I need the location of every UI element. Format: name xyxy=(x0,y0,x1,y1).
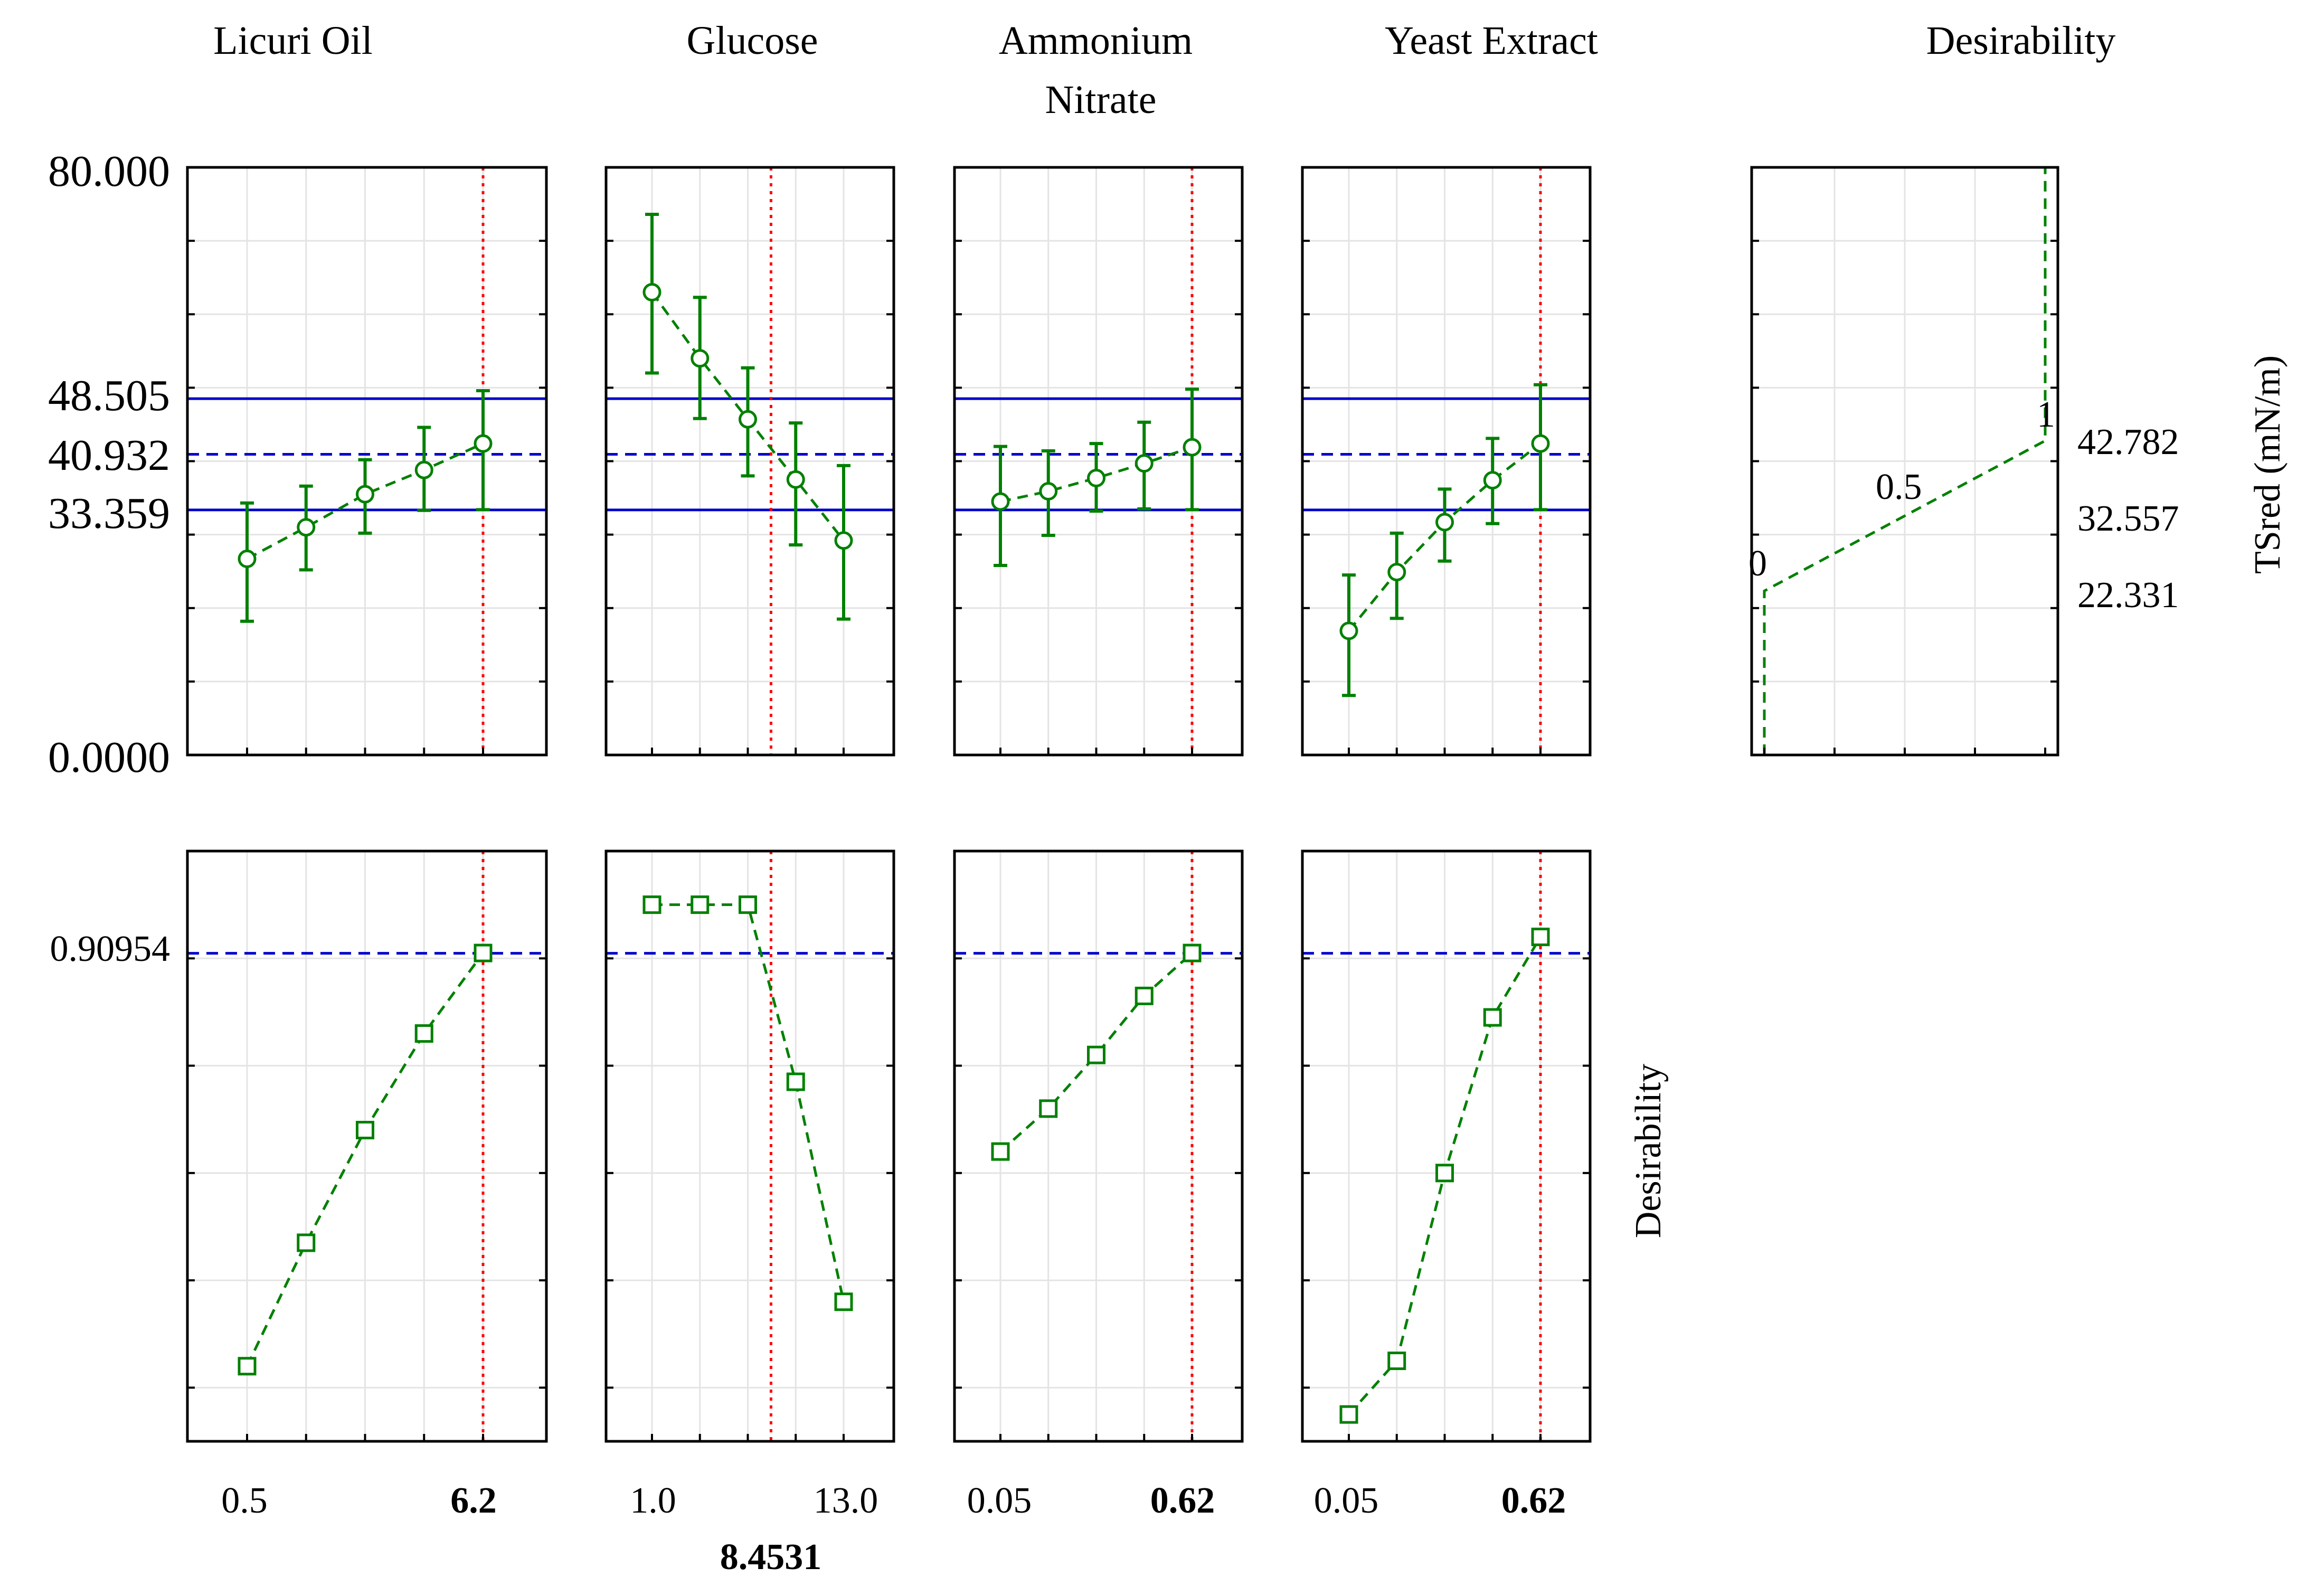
factor-title-nitrate-line: Nitrate xyxy=(1045,78,1156,122)
glucose-tsred-point xyxy=(642,283,661,302)
licuri-oil-tsred-panel xyxy=(186,166,548,757)
yeast-extract-tsred-point xyxy=(1387,563,1406,582)
licuri-oil-tick-min: 0.5 xyxy=(221,1480,268,1521)
licuri-oil-desirability-point xyxy=(297,1233,316,1252)
licuri-oil-tick-max: 6.2 xyxy=(450,1480,497,1521)
licuri-oil-desirability-panel xyxy=(186,849,548,1443)
glucose-tsred-point xyxy=(786,470,805,489)
ammonium-nitrate-desirability-point xyxy=(1135,986,1154,1005)
glucose-desirability-point xyxy=(642,895,661,914)
ammonium-nitrate-desirability-profile-line xyxy=(999,952,1193,1153)
glucose-tsred-point xyxy=(739,410,757,429)
ammonium-nitrate-desirability-point xyxy=(1183,943,1202,962)
factor-title-glucose: Glucose xyxy=(686,18,818,63)
glucose-desirability-point xyxy=(739,895,757,914)
reference-lines-layer xyxy=(187,167,1590,1441)
ammonium-nitrate-tsred-point xyxy=(1183,438,1202,457)
licuri-oil-desirability-point xyxy=(356,1121,374,1140)
desirability-tick-current: 0.90954 xyxy=(50,929,171,969)
licuri-oil-tsred-profile-line xyxy=(246,442,484,560)
tsred-tick-0: 0.0000 xyxy=(48,733,170,782)
ammonium-nitrate-desirability-panel xyxy=(953,849,1244,1443)
glucose-tick-max: 13.0 xyxy=(814,1480,878,1521)
desirability-fn-high-label: 42.782 xyxy=(2077,422,2179,462)
yeast-extract-tick-max: 0.62 xyxy=(1501,1480,1566,1521)
glucose-desirability-panel xyxy=(604,849,895,1443)
tsred-tick-predicted: 40.932 xyxy=(48,431,170,480)
glucose-desirability-point xyxy=(691,895,710,914)
ammonium-nitrate-tick-min: 0.05 xyxy=(967,1480,1032,1521)
yeast-extract-tsred-point xyxy=(1435,513,1454,532)
ammonium-nitrate-desirability-point xyxy=(991,1142,1010,1161)
ammonium-nitrate-desirability-point xyxy=(1039,1099,1058,1118)
tsred-axis-title: TSred (mN/m) xyxy=(2247,355,2288,574)
yeast-extract-tsred-point xyxy=(1483,471,1502,490)
desirability-function-panel xyxy=(1750,166,2059,757)
yeast-extract-desirability-point xyxy=(1387,1352,1406,1371)
licuri-oil-tsred-point xyxy=(356,485,374,504)
tsred-tick-ci-upper: 48.505 xyxy=(48,371,170,420)
desirability-fn-0-label: 0 xyxy=(1748,543,1767,584)
factor-title-licuri-oil: Licuri Oil xyxy=(213,18,373,63)
desirability-fn-mid-label: 32.557 xyxy=(2077,498,2179,539)
yeast-extract-tsred-panel xyxy=(1301,166,1592,757)
ammonium-nitrate-tick-max: 0.62 xyxy=(1150,1480,1215,1521)
desirability-fn-1-label: 1 xyxy=(2037,394,2055,435)
tsred-tick-80: 80.000 xyxy=(48,147,170,196)
ammonium-nitrate-tsred-profile-line xyxy=(1000,446,1193,503)
yeast-extract-tick-min: 0.05 xyxy=(1314,1480,1379,1521)
desirability-axis-title: Desirability xyxy=(1628,1064,1669,1238)
yeast-extract-desirability-point xyxy=(1435,1164,1454,1183)
yeast-extract-desirability-point xyxy=(1531,928,1550,947)
licuri-oil-tsred-point xyxy=(414,460,433,479)
yeast-extract-desirability-point xyxy=(1339,1405,1358,1424)
glucose-tsred-panel xyxy=(604,166,895,757)
factor-title-yeast-extract: Yeast Extract xyxy=(1385,18,1598,63)
grid-layer xyxy=(187,167,2058,1441)
glucose-tsred-point xyxy=(691,349,710,368)
factor-title-ammonium-nitrate: Ammonium Nitrate xyxy=(999,18,1203,122)
ammonium-nitrate-tsred-panel xyxy=(953,166,1244,757)
desirability-function-title: Desirability xyxy=(1926,18,2116,63)
yeast-extract-tsred-point xyxy=(1339,621,1358,640)
ammonium-nitrate-tsred-point xyxy=(1087,468,1105,487)
data-layer xyxy=(238,167,2047,1424)
licuri-oil-tsred-point xyxy=(297,518,316,537)
ammonium-nitrate-desirability-point xyxy=(1087,1045,1105,1064)
licuri-oil-tsred-point xyxy=(474,434,493,453)
licuri-oil-desirability-point xyxy=(414,1024,433,1043)
licuri-oil-tsred-point xyxy=(238,550,257,569)
licuri-oil-desirability-point xyxy=(474,943,493,962)
ammonium-nitrate-tsred-point xyxy=(1039,482,1058,501)
yeast-extract-desirability-panel xyxy=(1301,849,1592,1443)
tsred-tick-ci-lower: 33.359 xyxy=(48,489,170,538)
yeast-extract-desirability-point xyxy=(1483,1008,1502,1027)
ammonium-nitrate-tsred-point xyxy=(991,492,1010,511)
glucose-tick-current: 8.4531 xyxy=(720,1537,822,1578)
glucose-desirability-point xyxy=(834,1292,853,1311)
licuri-oil-desirability-point xyxy=(238,1357,257,1376)
ammonium-nitrate-tsred-point xyxy=(1135,454,1154,473)
desirability-fn-05-label: 0.5 xyxy=(1876,467,1922,507)
yeast-extract-tsred-point xyxy=(1531,434,1550,453)
glucose-desirability-point xyxy=(786,1072,805,1091)
frame-layer xyxy=(186,166,2059,1443)
glucose-tick-min: 1.0 xyxy=(630,1480,676,1521)
factor-title-ammonium-line: Ammonium xyxy=(999,18,1193,63)
desirability-function-curve xyxy=(1763,167,2047,755)
desirability-fn-low-label: 22.331 xyxy=(2077,575,2179,616)
glucose-tsred-point xyxy=(834,531,853,550)
